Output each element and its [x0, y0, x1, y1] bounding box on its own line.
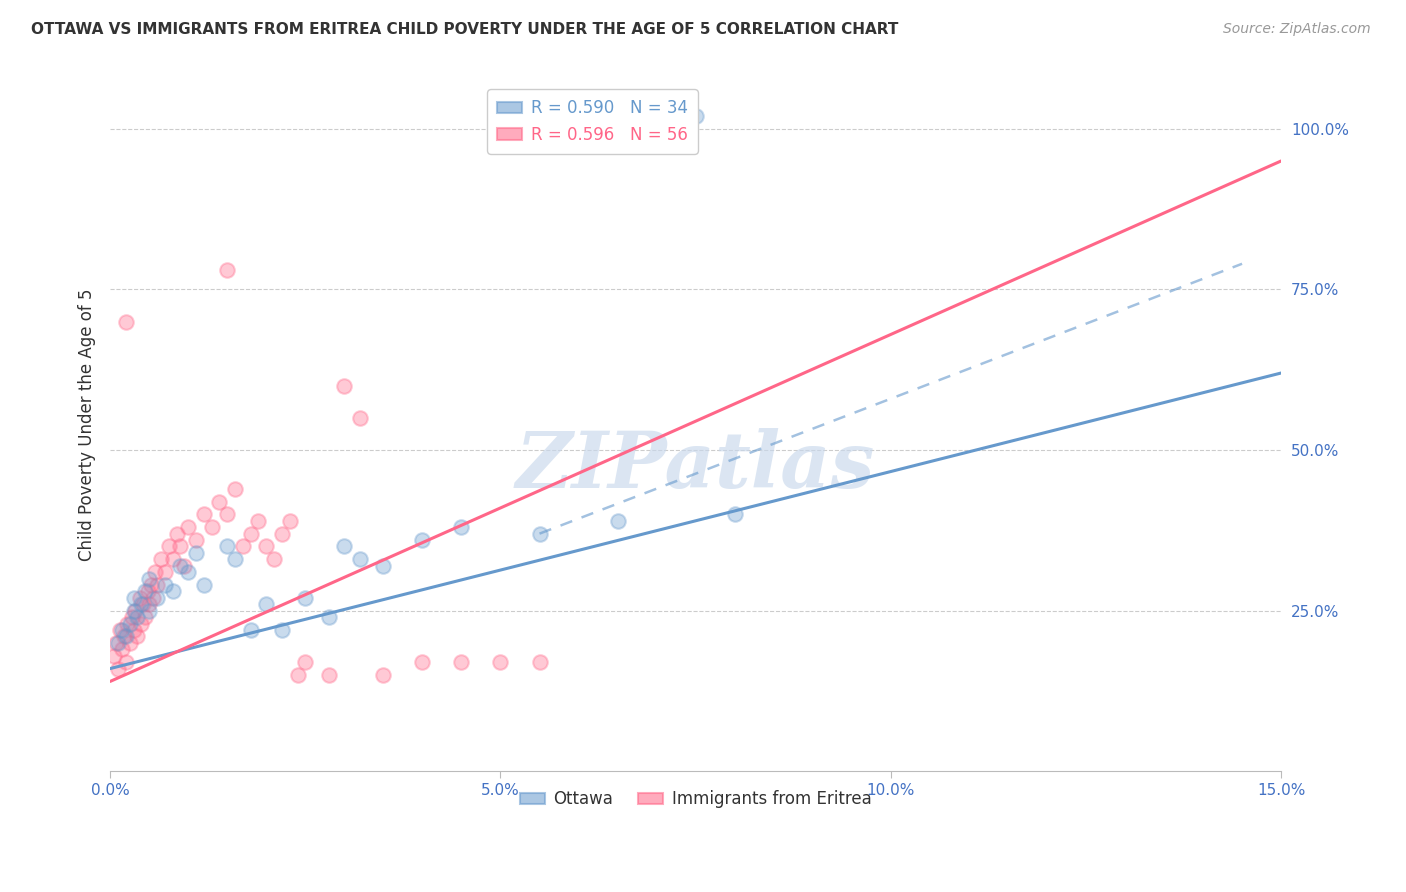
- Point: [411, 655, 433, 669]
- Point: [122, 623, 145, 637]
- Point: [529, 526, 551, 541]
- Point: [254, 540, 277, 554]
- Point: [138, 597, 160, 611]
- Point: [114, 630, 136, 644]
- Point: [118, 616, 141, 631]
- Point: [247, 514, 270, 528]
- Point: [287, 668, 309, 682]
- Point: [373, 558, 395, 573]
- Point: [134, 584, 156, 599]
- Point: [111, 623, 134, 637]
- Point: [114, 315, 136, 329]
- Point: [294, 591, 316, 605]
- Point: [105, 636, 128, 650]
- Point: [450, 655, 472, 669]
- Point: [184, 546, 207, 560]
- Point: [145, 565, 167, 579]
- Point: [127, 630, 149, 644]
- Point: [139, 578, 162, 592]
- Point: [193, 578, 215, 592]
- Point: [108, 623, 131, 637]
- Point: [263, 552, 285, 566]
- Point: [529, 655, 551, 669]
- Point: [162, 552, 184, 566]
- Point: [166, 526, 188, 541]
- Point: [149, 552, 172, 566]
- Point: [127, 610, 149, 624]
- Text: Source: ZipAtlas.com: Source: ZipAtlas.com: [1223, 22, 1371, 37]
- Point: [217, 540, 239, 554]
- Y-axis label: Child Poverty Under the Age of 5: Child Poverty Under the Age of 5: [79, 288, 96, 561]
- Point: [201, 520, 224, 534]
- Point: [294, 655, 316, 669]
- Point: [333, 379, 356, 393]
- Point: [111, 642, 134, 657]
- Point: [349, 552, 371, 566]
- Point: [103, 648, 125, 663]
- Point: [134, 610, 156, 624]
- Point: [131, 616, 153, 631]
- Point: [450, 520, 472, 534]
- Point: [146, 591, 169, 605]
- Point: [107, 662, 129, 676]
- Point: [112, 630, 135, 644]
- Point: [138, 572, 160, 586]
- Point: [685, 109, 707, 123]
- Point: [724, 508, 747, 522]
- Point: [121, 610, 143, 624]
- Point: [153, 578, 176, 592]
- Point: [411, 533, 433, 547]
- Point: [270, 526, 292, 541]
- Text: OTTAWA VS IMMIGRANTS FROM ERITREA CHILD POVERTY UNDER THE AGE OF 5 CORRELATION C: OTTAWA VS IMMIGRANTS FROM ERITREA CHILD …: [31, 22, 898, 37]
- Legend: Ottawa, Immigrants from Eritrea: Ottawa, Immigrants from Eritrea: [513, 784, 877, 815]
- Point: [153, 565, 176, 579]
- Point: [318, 668, 340, 682]
- Point: [224, 482, 246, 496]
- Point: [232, 540, 254, 554]
- Point: [193, 508, 215, 522]
- Point: [136, 584, 159, 599]
- Point: [162, 584, 184, 599]
- Point: [128, 591, 150, 605]
- Point: [169, 540, 191, 554]
- Point: [173, 558, 195, 573]
- Point: [131, 597, 153, 611]
- Point: [132, 597, 155, 611]
- Point: [138, 604, 160, 618]
- Point: [333, 540, 356, 554]
- Point: [254, 597, 277, 611]
- Point: [349, 411, 371, 425]
- Point: [157, 540, 180, 554]
- Point: [107, 636, 129, 650]
- Point: [117, 616, 139, 631]
- Point: [122, 591, 145, 605]
- Point: [177, 565, 200, 579]
- Point: [184, 533, 207, 547]
- Point: [122, 604, 145, 618]
- Point: [142, 591, 165, 605]
- Point: [124, 604, 146, 618]
- Point: [217, 508, 239, 522]
- Point: [239, 526, 262, 541]
- Point: [318, 610, 340, 624]
- Point: [118, 636, 141, 650]
- Text: ZIPatlas: ZIPatlas: [516, 428, 876, 504]
- Point: [224, 552, 246, 566]
- Point: [270, 623, 292, 637]
- Point: [217, 263, 239, 277]
- Point: [169, 558, 191, 573]
- Point: [373, 668, 395, 682]
- Point: [489, 655, 512, 669]
- Point: [239, 623, 262, 637]
- Point: [146, 578, 169, 592]
- Point: [278, 514, 301, 528]
- Point: [177, 520, 200, 534]
- Point: [114, 655, 136, 669]
- Point: [606, 514, 628, 528]
- Point: [208, 494, 231, 508]
